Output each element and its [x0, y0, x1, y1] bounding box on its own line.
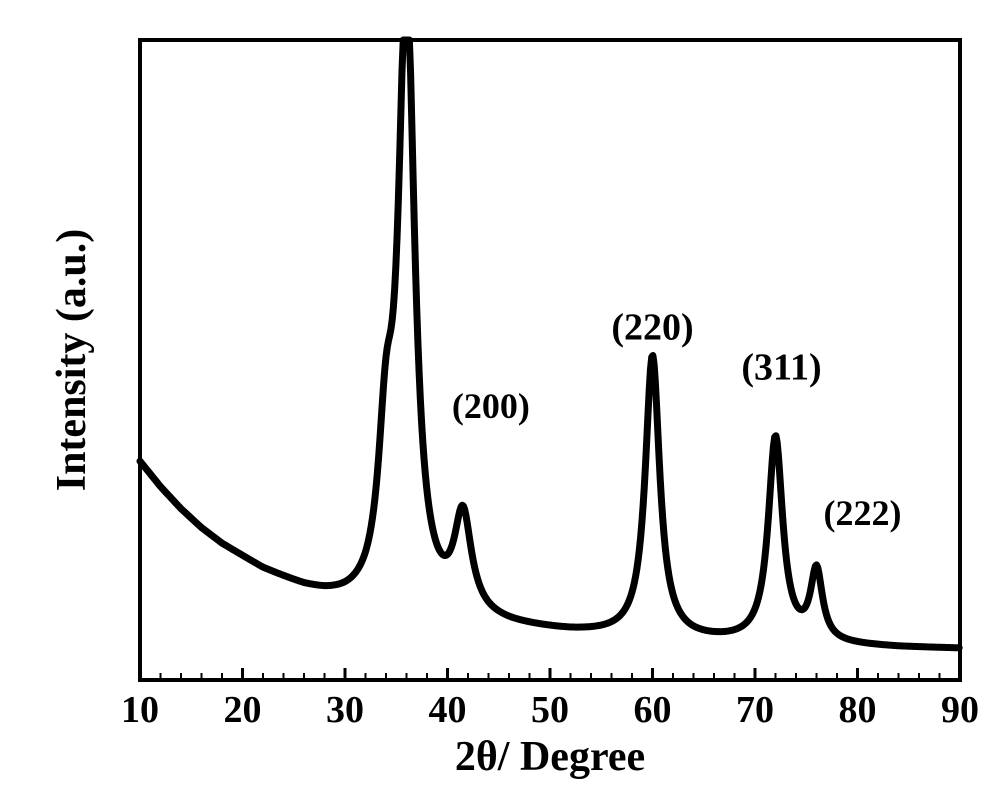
- x-tick-label: 90: [941, 689, 979, 731]
- x-tick-label: 70: [736, 689, 774, 731]
- y-axis-label: Intensity (a.u.): [49, 229, 95, 492]
- x-tick-label: 50: [531, 689, 569, 731]
- x-tick-label: 30: [326, 689, 364, 731]
- x-tick-label: 80: [839, 689, 877, 731]
- peak-label-p200: (200): [452, 386, 530, 426]
- peak-label-p111: (111): [367, 0, 445, 1]
- x-tick-label: 10: [121, 689, 159, 731]
- x-tick-label: 40: [429, 689, 467, 731]
- peak-label-p311: (311): [741, 346, 821, 388]
- peak-label-p220: (220): [611, 306, 693, 348]
- peak-label-p222: (222): [824, 493, 902, 533]
- xrd-figure: 10 20 30 40 50 60 70 80 90 (111) (200) (220) (311) (…: [0, 0, 1000, 797]
- x-axis-label: 2θ/ Degree: [455, 734, 645, 780]
- x-tick-labels: 10 20 30 40 50 60 70 80 90: [121, 689, 979, 731]
- x-tick-label: 60: [634, 689, 672, 731]
- xrd-svg: 10 20 30 40 50 60 70 80 90 (111) (200) (220) (311) (…: [0, 0, 1000, 797]
- x-tick-label: 20: [224, 689, 262, 731]
- plot-border: [140, 40, 960, 680]
